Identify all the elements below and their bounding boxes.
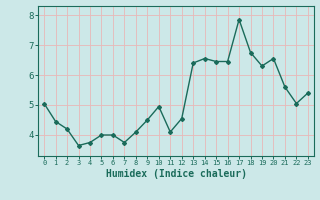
X-axis label: Humidex (Indice chaleur): Humidex (Indice chaleur)	[106, 169, 246, 179]
